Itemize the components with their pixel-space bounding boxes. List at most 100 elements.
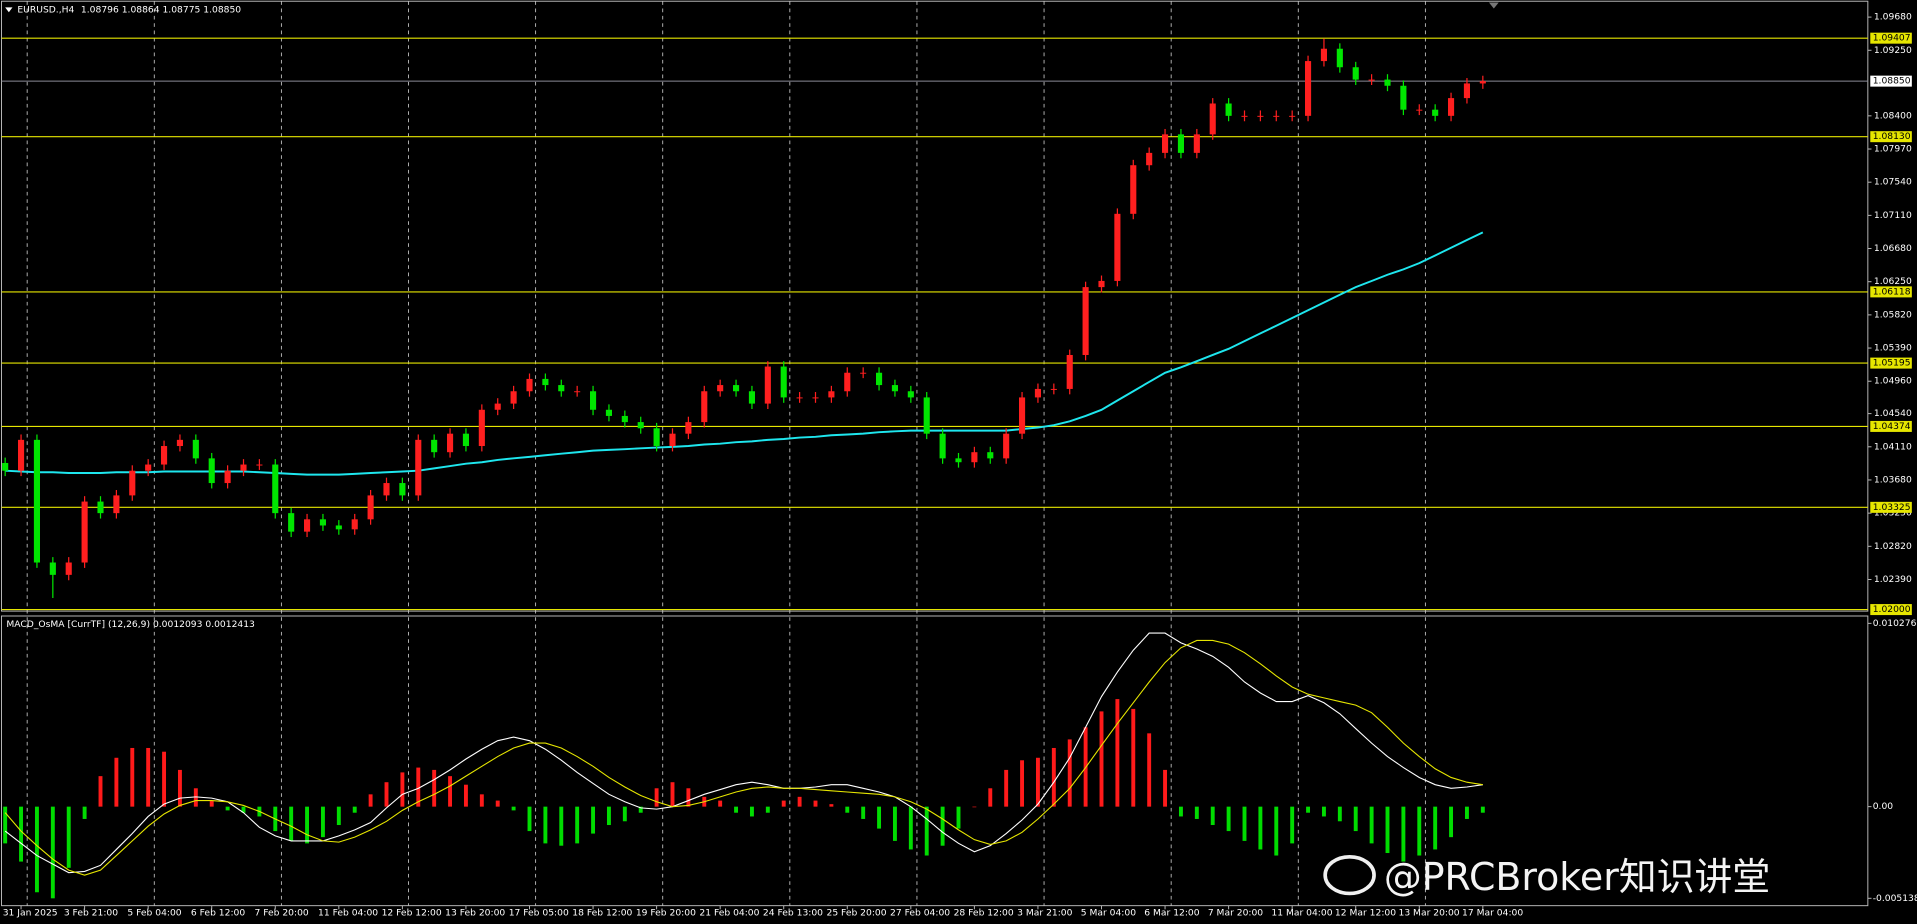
histogram-bar [988,788,993,807]
candle-body [1448,98,1455,116]
histogram-bar [1210,806,1215,826]
menu-triangle[interactable] [5,7,13,13]
candle-body [844,372,851,392]
candle-body [637,422,644,429]
candle-body [1082,287,1089,355]
x-tick-label: 7 Feb 20:00 [254,908,308,919]
histogram-bar [1306,806,1311,813]
x-tick-label: 19 Feb 20:00 [636,908,696,919]
candle-body [685,422,692,434]
histogram-bar [1194,806,1199,819]
histogram-bar [1369,806,1374,844]
candle-body [288,513,295,532]
histogram-bar [19,806,24,862]
histogram-bar [972,806,977,808]
histogram-bar [384,782,389,807]
histogram-bar [416,767,421,807]
candle-body [605,409,612,416]
level-label-box [1870,131,1912,143]
x-tick-label: 27 Feb 04:00 [890,908,950,919]
candle-body [526,378,533,392]
histogram-bar [400,772,405,807]
histogram-bar [940,806,945,846]
histogram-bar [1353,806,1358,832]
histogram-bar [1242,806,1247,841]
x-tick-label: 3 Feb 21:00 [64,908,118,919]
histogram-bar [1067,739,1072,807]
histogram-bar [1417,806,1422,856]
candle-body [780,366,787,398]
candle-body [812,397,819,399]
histogram-bar [511,806,516,811]
histogram-bar [575,806,580,844]
x-tick-label: 11 Feb 04:00 [318,908,378,919]
candle-body [208,458,215,484]
ohlc-subtitle: 1.08796 1.08864 1.08775 1.08850 [81,4,241,15]
histogram-bar [1004,769,1009,807]
histogram-bar [1035,757,1040,807]
y-tick-label: 1.09250 [1874,45,1912,56]
candle-body [1019,397,1026,434]
moving-average [5,231,1484,476]
histogram-bar [162,751,167,807]
y-tick-label: 1.03680 [1874,474,1912,485]
indicator-title: MACD_OsMA [CurrTF] (12,26,9) 0.0012093 0… [6,619,255,630]
y-tick-label: 1.05390 [1874,343,1912,354]
y-tick-label: 1.07540 [1874,177,1912,188]
y-tick-label: 1.02820 [1874,541,1912,552]
histogram-bar [1131,708,1136,807]
level-label-box [1870,420,1912,432]
histogram-bar [734,806,739,813]
x-tick-label: 25 Feb 20:00 [827,908,887,919]
candle-body [748,391,755,404]
candle-body [367,495,374,520]
histogram-bar [130,747,135,807]
x-tick-label: 5 Feb 04:00 [127,908,181,919]
candle-body [1384,79,1391,86]
candle-body [272,464,279,514]
candle-body [494,403,501,410]
y-tick-label: 1.04540 [1874,408,1912,419]
histogram-bar [225,806,230,811]
histogram-bar [559,806,564,846]
candle-body [1257,115,1264,117]
candle-body [335,525,342,530]
histogram-bar [765,806,770,813]
candle-body [1320,48,1327,62]
candle-body [876,372,883,386]
candle-body [415,439,422,496]
histogram-bar [654,788,659,807]
candle-body [145,464,152,471]
candle-body [558,385,565,392]
level-label: 1.08130 [1873,131,1911,142]
candle-body [542,378,549,386]
x-tick-label: 13 Feb 20:00 [445,908,505,919]
level-label-box [1870,32,1912,44]
y-tick-label: 1.09680 [1874,12,1912,23]
y-tick-label: 1.02390 [1874,574,1912,585]
histogram-bar [1178,806,1183,817]
level-label: 1.05195 [1873,358,1911,369]
candle-body [1416,109,1423,111]
histogram-bar [1163,769,1168,807]
candle-body [1463,83,1470,99]
candle-body [192,439,199,459]
watermark-logo [1323,854,1376,896]
histogram-bar [543,806,548,844]
y-tick-label: 1.04960 [1874,376,1912,387]
histogram-bar [670,782,675,807]
histogram-bar [114,757,119,807]
candle-body [431,439,438,453]
histogram-bar [66,806,71,868]
level-label: 1.06118 [1873,286,1911,297]
candle-body [796,397,803,399]
candle-body [256,464,263,466]
y-tick-label: 1.08400 [1874,110,1912,121]
candle-body [1479,81,1486,84]
candle-body [1368,79,1375,81]
level-label-box [1870,501,1912,513]
last-price-box [1870,75,1912,87]
candle-body [971,452,978,463]
